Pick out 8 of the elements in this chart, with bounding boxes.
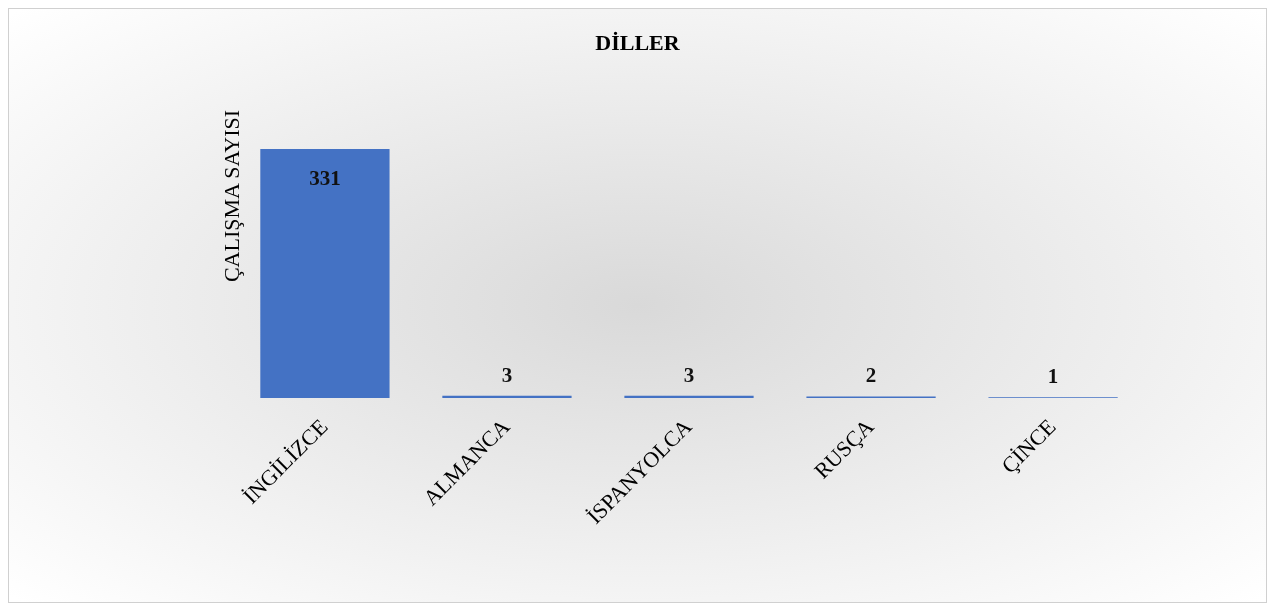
data-label: 2 — [865, 363, 877, 388]
y-axis-title: ÇALIŞMA SAYISI — [219, 109, 244, 283]
data-label: 1 — [1047, 364, 1059, 389]
chart-title: DİLLER — [595, 30, 681, 55]
data-label: 3 — [501, 362, 513, 387]
bar — [260, 149, 390, 398]
data-label: 331 — [309, 166, 341, 190]
data-label: 3 — [683, 362, 695, 387]
